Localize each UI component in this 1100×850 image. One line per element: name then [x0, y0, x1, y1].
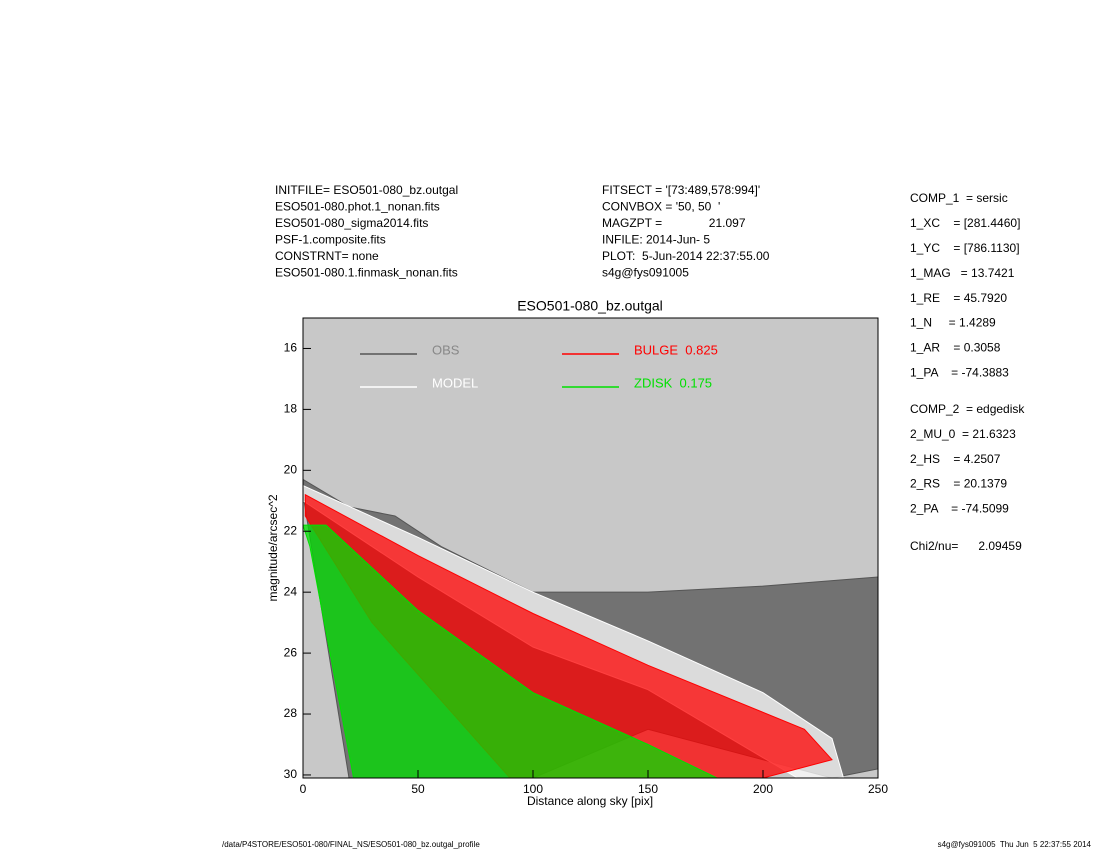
param-line: COMP_2 = edgedisk	[910, 402, 1025, 416]
y-tick-label: 20	[284, 462, 298, 476]
header-line: FITSECT = '[73:489,578:994]'	[602, 183, 760, 197]
y-tick-label: 26	[284, 645, 298, 659]
chi-square: Chi2/nu= 2.09459	[910, 539, 1022, 553]
x-tick-label: 50	[411, 782, 425, 796]
header-line: CONVBOX = '50, 50 '	[602, 200, 720, 214]
y-tick-label: 16	[284, 341, 298, 355]
header-line: s4g@fys091005	[602, 266, 689, 280]
profile-area	[303, 524, 718, 778]
header-line: MAGZPT = 21.097	[602, 216, 746, 230]
param-line: 1_N = 1.4289	[910, 316, 996, 330]
param-line: 1_YC = [786.1130]	[910, 241, 1020, 255]
x-tick-label: 100	[523, 782, 543, 796]
chart-title: ESO501-080_bz.outgal	[517, 298, 663, 314]
y-tick-label: 30	[284, 767, 298, 781]
param-line: 1_PA = -74.3883	[910, 365, 1009, 379]
x-tick-label: 150	[638, 782, 658, 796]
header-line: PSF-1.composite.fits	[275, 233, 386, 247]
param-line: 1_MAG = 13.7421	[910, 266, 1015, 280]
header-line: ESO501-080_sigma2014.fits	[275, 216, 428, 230]
param-line: 1_RE = 45.7920	[910, 291, 1007, 305]
header-line: INITFILE= ESO501-080_bz.outgal	[275, 183, 458, 197]
param-line: 1_AR = 0.3058	[910, 341, 1001, 355]
plot-frame	[302, 317, 879, 779]
param-line: 2_MU_0 = 21.6323	[910, 427, 1016, 441]
param-line: 2_PA = -74.5099	[910, 501, 1009, 515]
header-line: ESO501-080.phot.1_nonan.fits	[275, 200, 440, 214]
y-axis-label: magnitude/arcsec^2	[266, 494, 280, 601]
footer-stamp: s4g@fys091005 Thu Jun 5 22:37:55 2014	[938, 840, 1092, 849]
legend-label: ZDISK 0.175	[634, 375, 712, 390]
legend-label: BULGE 0.825	[634, 342, 718, 357]
x-tick-label: 200	[753, 782, 773, 796]
legend-label: OBS	[432, 342, 460, 357]
param-line: 2_RS = 20.1379	[910, 477, 1007, 491]
y-tick-label: 28	[284, 706, 298, 720]
y-tick-label: 18	[284, 402, 298, 416]
header-line: PLOT: 5-Jun-2014 22:37:55.00	[602, 249, 770, 263]
param-line: 2_HS = 4.2507	[910, 452, 1001, 466]
param-line: 1_XC = [281.4460]	[910, 216, 1020, 230]
header-line: CONSTRNT= none	[275, 249, 379, 263]
y-tick-label: 24	[284, 584, 298, 598]
header-line: INFILE: 2014-Jun- 5	[602, 233, 710, 247]
x-tick-label: 250	[868, 782, 888, 796]
header-line: ESO501-080.1.finmask_nonan.fits	[275, 266, 458, 280]
param-line: COMP_1 = sersic	[910, 191, 1008, 205]
legend-label: MODEL	[432, 375, 478, 390]
footer-path: /data/P4STORE/ESO501-080/FINAL_NS/ESO501…	[222, 840, 480, 849]
y-tick-label: 22	[284, 523, 298, 537]
x-tick-label: 0	[300, 782, 307, 796]
x-axis-label: Distance along sky [pix]	[527, 794, 653, 808]
